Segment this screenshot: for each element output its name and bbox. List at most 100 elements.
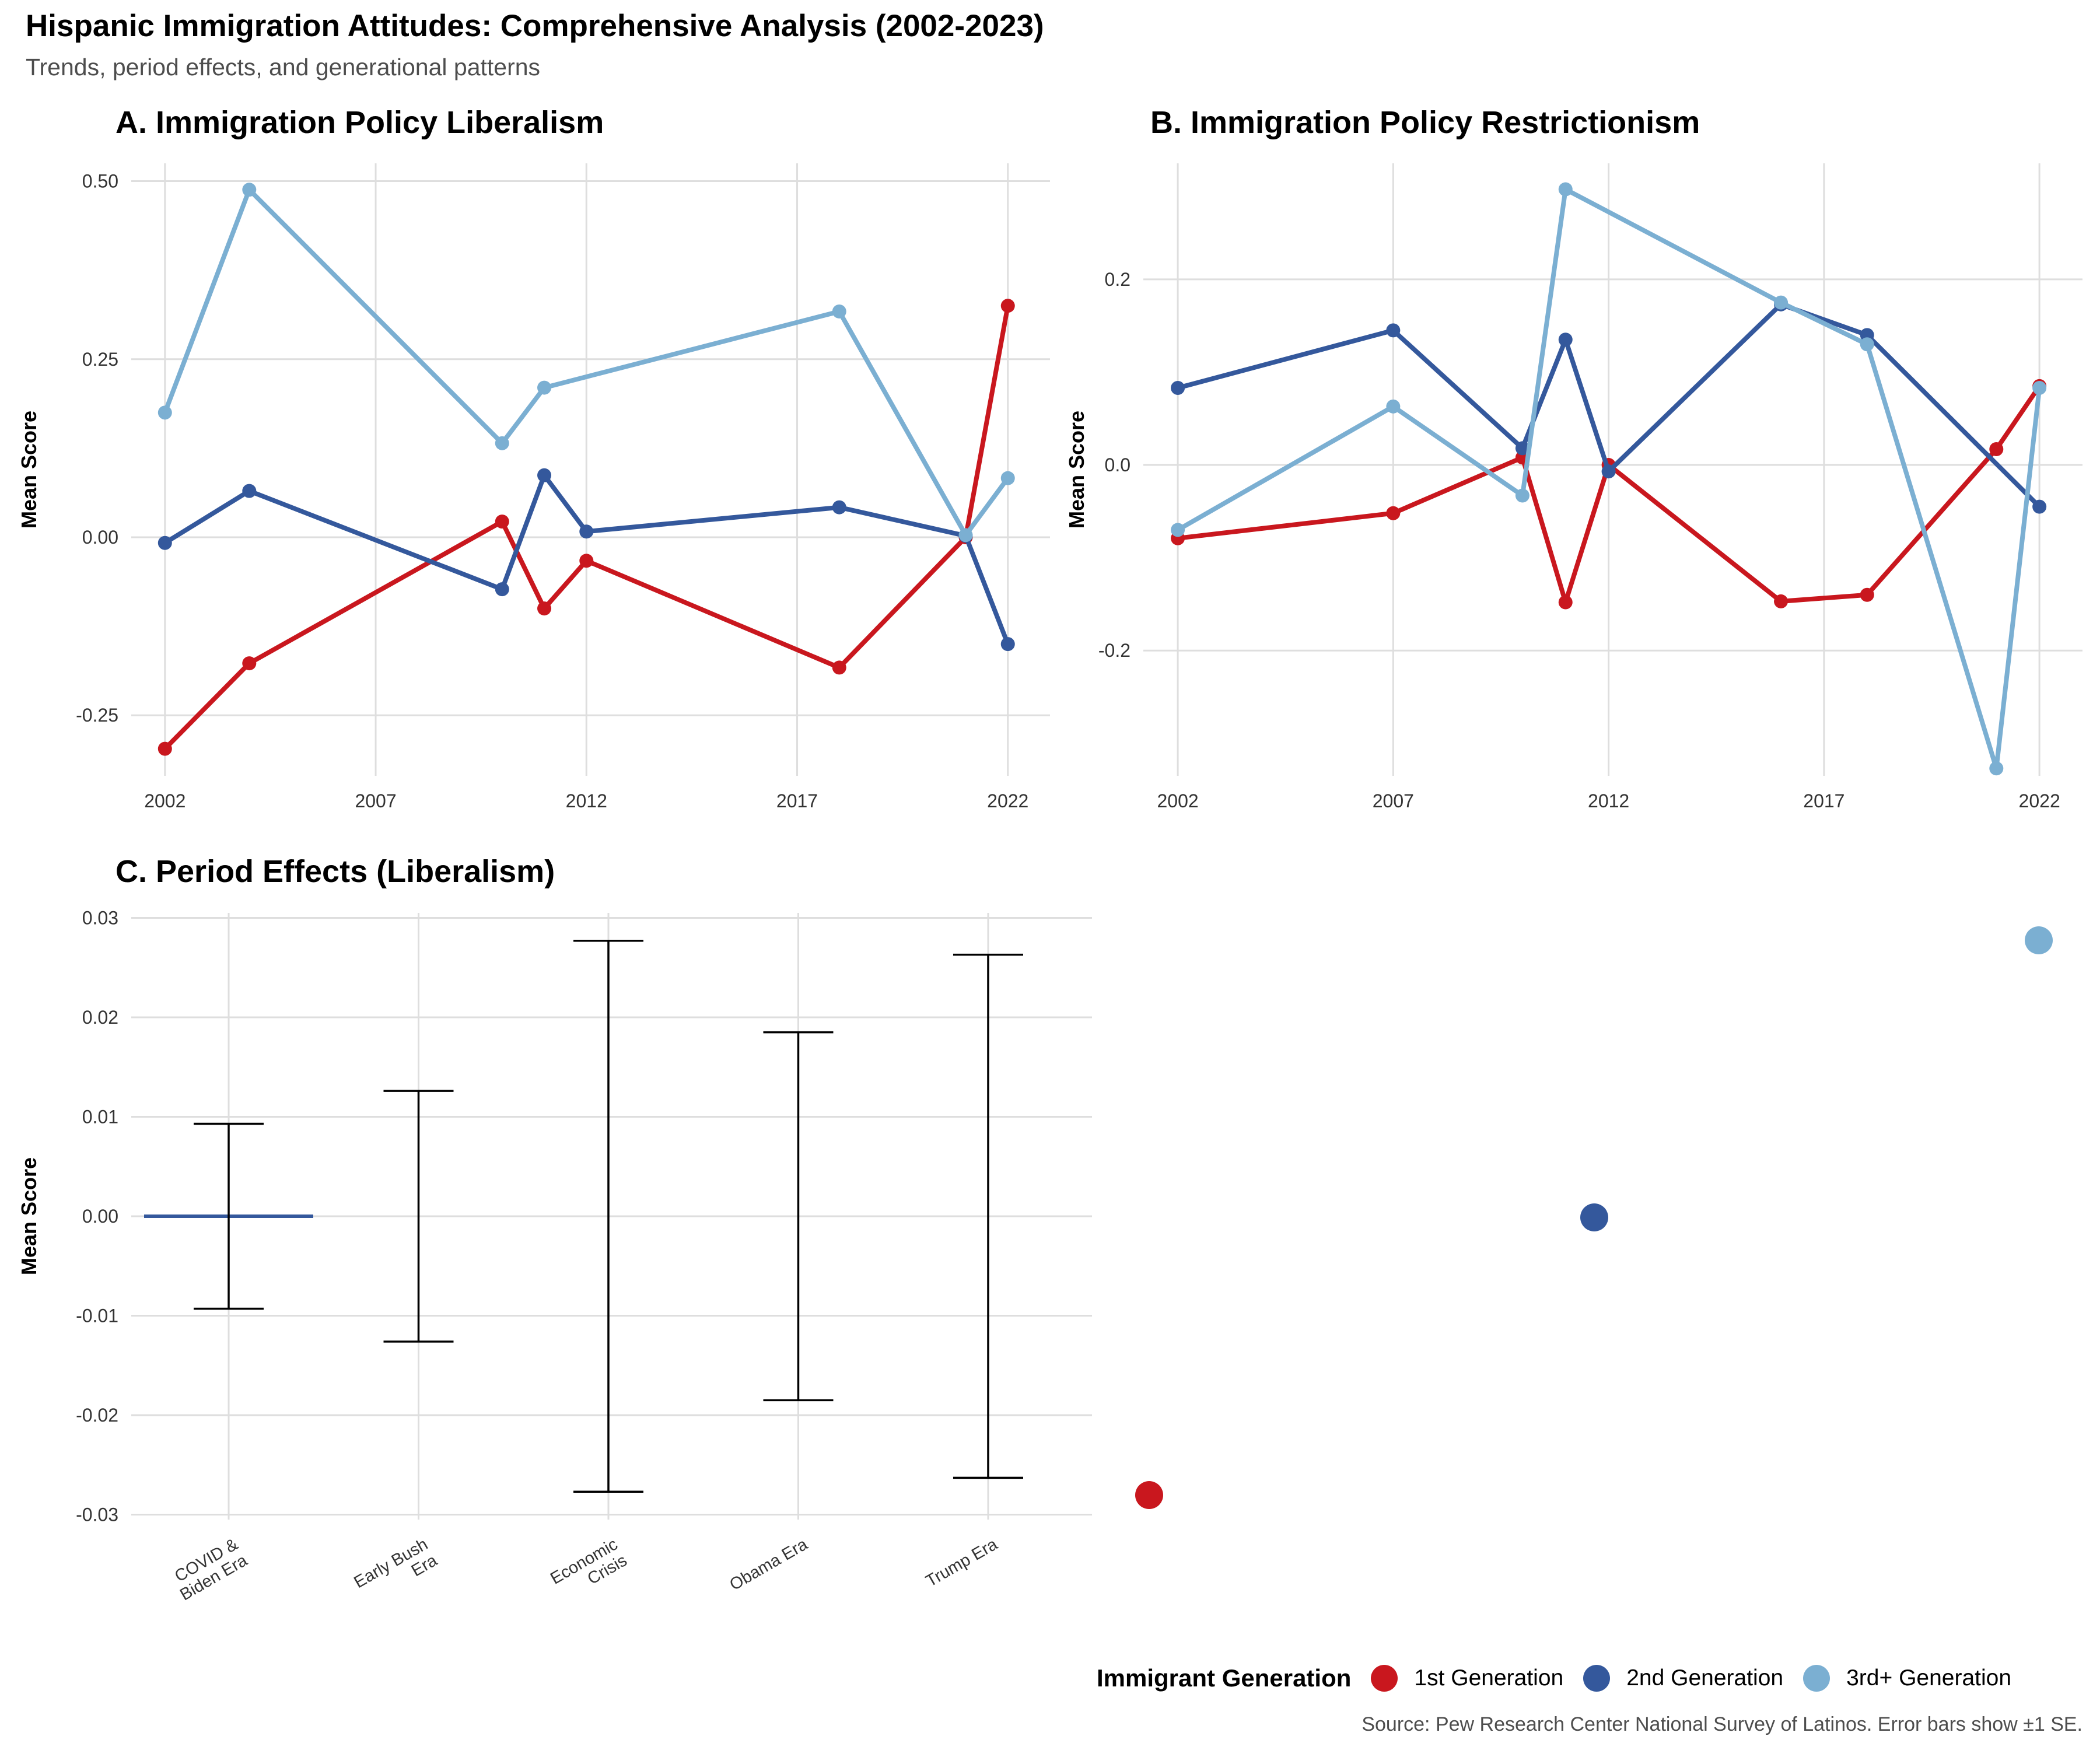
data-point-2nd-generation <box>1558 332 1573 347</box>
legend-title: Immigrant Generation <box>1097 1664 1352 1692</box>
gen3-point <box>2025 926 2053 954</box>
data-point-2nd-generation <box>1515 441 1530 456</box>
y-tick-label: 0.0 <box>1105 454 1130 475</box>
y-tick-label: 0.02 <box>82 1007 118 1028</box>
data-point-3rd-generation <box>958 528 973 542</box>
data-point-2nd-generation <box>1601 464 1616 479</box>
page-subtitle: Trends, period effects, and generational… <box>26 54 541 80</box>
data-point-3rd-generation <box>2032 381 2047 395</box>
x-tick-label: 2012 <box>1588 790 1629 811</box>
x-tick-label: Obama Era <box>727 1535 811 1594</box>
panel-a-liberalism: -0.25 0.00 0.25 0.50 2002 2007 2012 2017 2022 A. … <box>17 105 1050 811</box>
x-tick-label: 2007 <box>1373 790 1414 811</box>
x-tick-label: 2017 <box>1803 790 1845 811</box>
data-point-2nd-generation <box>537 468 552 482</box>
data-point-1st-generation <box>579 554 594 568</box>
y-tick-label: 0.2 <box>1105 269 1130 290</box>
y-axis-label: Mean Score <box>17 1157 41 1275</box>
data-point-3rd-generation <box>1989 761 2004 776</box>
data-point-2nd-generation <box>1386 323 1401 338</box>
data-point-1st-generation <box>1000 299 1015 313</box>
data-point-1st-generation <box>832 660 846 675</box>
panel-title: B. Immigration Policy Restrictionism <box>1150 105 1700 140</box>
x-tick-label: 2012 <box>566 790 607 811</box>
data-point-1st-generation <box>495 514 509 529</box>
legend-label: 2nd Generation <box>1626 1665 1784 1690</box>
data-point-1st-generation <box>537 601 552 616</box>
data-point-3rd-generation <box>1171 523 1185 537</box>
y-tick-label: 0.00 <box>82 1206 118 1227</box>
legend-swatch-2nd-generation <box>1583 1665 1611 1692</box>
data-point-3rd-generation <box>537 380 552 395</box>
x-tick-label: 2002 <box>144 790 186 811</box>
legend-item-2nd-generation: 2nd Generation <box>1583 1665 1783 1692</box>
panel-c-period-effects: -0.03 -0.02 -0.01 0.00 0.01 0.02 0.03 C. Period… <box>17 854 1092 1608</box>
x-tick-label: 2002 <box>1157 790 1198 811</box>
data-point-3rd-generation <box>1000 471 1015 485</box>
x-tick-label: COVID &Biden Era <box>167 1535 251 1605</box>
data-point-2nd-generation <box>495 582 509 597</box>
data-point-3rd-generation <box>1386 399 1401 414</box>
data-point-2nd-generation <box>242 484 257 498</box>
panel-title: C. Period Effects (Liberalism) <box>116 854 555 889</box>
y-tick-label: -0.02 <box>76 1405 118 1426</box>
x-tick-label: 2007 <box>355 790 396 811</box>
y-tick-label: 0.25 <box>82 349 118 370</box>
series-line-2nd-generation <box>162 473 1010 647</box>
x-tick-label: 2022 <box>987 790 1028 811</box>
y-axis-label: Mean Score <box>17 411 41 528</box>
panel-b-restrictionism: -0.2 0.0 0.2 2002 2007 2012 2017 2022 B. Immigra… <box>1065 105 2082 811</box>
data-point-3rd-generation <box>495 436 509 450</box>
y-tick-label: 0.01 <box>82 1107 118 1128</box>
data-point-1st-generation <box>1386 506 1401 520</box>
x-tick-label: 2022 <box>2019 790 2060 811</box>
data-point-3rd-generation <box>1860 337 1874 352</box>
y-tick-label: -0.2 <box>1098 640 1130 661</box>
data-point-1st-generation <box>1774 594 1788 608</box>
panel-d-generation-points <box>1135 926 2053 1509</box>
data-point-2nd-generation <box>1000 637 1015 652</box>
legend-label: 3rd+ Generation <box>1846 1665 2012 1690</box>
y-tick-label: 0.03 <box>82 908 118 929</box>
legend-label: 1st Generation <box>1414 1665 1564 1690</box>
y-tick-label: -0.03 <box>76 1504 118 1525</box>
data-point-2nd-generation <box>158 536 172 550</box>
legend: Immigrant Generation 1st Generation 2nd … <box>1097 1658 2031 1699</box>
data-point-1st-generation <box>1989 442 2004 456</box>
data-point-2nd-generation <box>1171 381 1185 395</box>
data-point-1st-generation <box>242 656 257 671</box>
legend-item-3rd-generation: 3rd+ Generation <box>1803 1665 2011 1692</box>
source-caption: Source: Pew Research Center National Sur… <box>1362 1713 2082 1735</box>
y-tick-label: 0.00 <box>82 527 118 548</box>
data-point-1st-generation <box>1860 587 1874 602</box>
data-point-3rd-generation <box>158 405 172 420</box>
data-point-2nd-generation <box>2032 499 2047 514</box>
data-point-1st-generation <box>158 741 172 756</box>
y-tick-label: -0.25 <box>76 705 118 726</box>
x-tick-label: 2017 <box>776 790 818 811</box>
legend-item-1st-generation: 1st Generation <box>1371 1665 1563 1692</box>
data-point-2nd-generation <box>579 524 594 539</box>
data-point-3rd-generation <box>832 304 846 318</box>
data-point-3rd-generation <box>1515 488 1530 503</box>
gen2-point <box>1580 1203 1608 1231</box>
page-title: Hispanic Immigration Attitudes: Comprehe… <box>26 9 1044 43</box>
y-axis-label: Mean Score <box>1065 411 1088 528</box>
y-tick-label: -0.01 <box>76 1305 118 1326</box>
data-point-3rd-generation <box>1558 182 1573 197</box>
panel-title: A. Immigration Policy Liberalism <box>116 105 604 140</box>
legend-swatch-3rd-generation <box>1803 1665 1831 1692</box>
gen1-point <box>1135 1481 1163 1509</box>
data-point-2nd-generation <box>832 500 846 514</box>
legend-swatch-1st-generation <box>1371 1665 1398 1692</box>
data-point-1st-generation <box>1558 595 1573 610</box>
x-tick-label: Trump Era <box>923 1535 1001 1591</box>
series-line-2nd-generation <box>1175 302 2042 509</box>
y-tick-label: 0.50 <box>82 171 118 192</box>
x-tick-label: Early BushEra <box>351 1535 441 1608</box>
data-point-3rd-generation <box>1774 295 1788 310</box>
series-line-3rd-generation <box>1175 187 2042 771</box>
x-tick-label: EconomicCrisis <box>547 1535 630 1604</box>
data-point-3rd-generation <box>242 183 257 197</box>
